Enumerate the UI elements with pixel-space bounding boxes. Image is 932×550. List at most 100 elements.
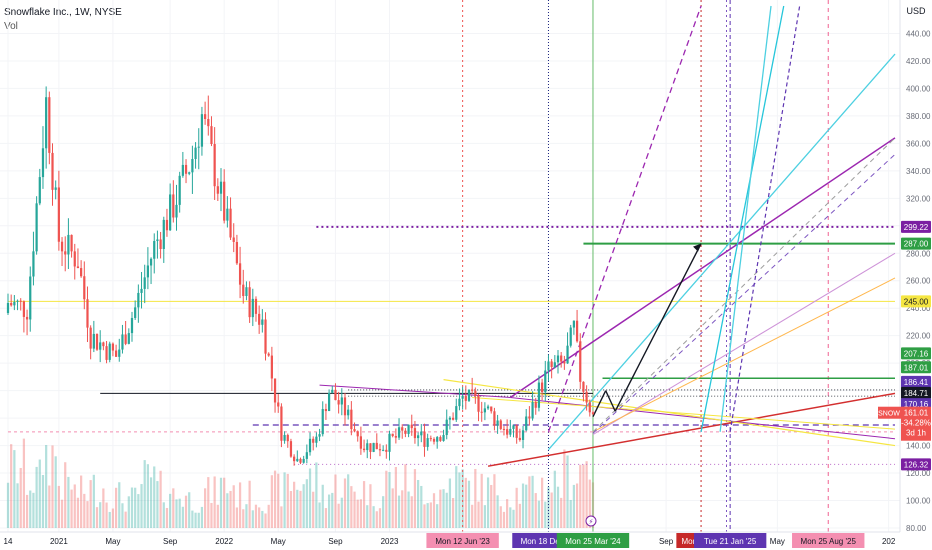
candle bbox=[92, 333, 95, 349]
volume-bar bbox=[235, 507, 239, 528]
volume-bar bbox=[423, 504, 426, 528]
volume-bar bbox=[245, 504, 248, 528]
candle bbox=[302, 458, 305, 463]
candle bbox=[401, 427, 404, 431]
volume-bar bbox=[353, 491, 356, 528]
volume-bar bbox=[67, 476, 70, 528]
x-tick-label: May bbox=[770, 537, 785, 546]
volume-bar bbox=[321, 484, 324, 528]
candle bbox=[308, 438, 312, 453]
volume-bar bbox=[48, 485, 51, 528]
candle bbox=[420, 431, 423, 436]
volume-bar bbox=[315, 462, 318, 528]
volume-bar bbox=[331, 492, 334, 528]
candle bbox=[312, 438, 315, 443]
volume-bar bbox=[496, 495, 499, 528]
volume-bar bbox=[226, 493, 229, 528]
candle bbox=[579, 341, 582, 382]
candle bbox=[29, 276, 32, 320]
volume-bar bbox=[89, 480, 92, 528]
candle bbox=[362, 448, 366, 451]
volume-bar bbox=[537, 500, 541, 528]
candle bbox=[540, 382, 544, 392]
volume-bar bbox=[134, 487, 137, 528]
candle bbox=[99, 342, 102, 350]
y-tick-label: 440.00 bbox=[906, 29, 931, 38]
candle bbox=[318, 434, 321, 437]
candle bbox=[54, 187, 57, 190]
price-tag: 207.16 bbox=[901, 347, 931, 360]
candle bbox=[506, 429, 509, 435]
candle bbox=[137, 292, 140, 308]
candles bbox=[6, 86, 595, 466]
volume-bar bbox=[203, 488, 207, 528]
volume-bar bbox=[64, 462, 67, 528]
volume-bar bbox=[544, 501, 547, 528]
y-tick-label: 340.00 bbox=[906, 167, 931, 176]
projection-path bbox=[605, 390, 616, 412]
y-tick-label: 140.00 bbox=[906, 442, 931, 451]
candle bbox=[143, 277, 146, 289]
chart-header: Snowflake Inc., 1W, NYSE Vol bbox=[4, 6, 122, 34]
volume-bar bbox=[509, 507, 512, 528]
lightning-icon: ⚡ bbox=[589, 518, 594, 526]
volume-bar bbox=[394, 466, 397, 528]
candle bbox=[496, 420, 499, 426]
volume-bar bbox=[283, 472, 286, 528]
volume-bar bbox=[280, 506, 283, 528]
volume-bar bbox=[366, 505, 369, 528]
candle bbox=[391, 433, 394, 437]
volume-bar bbox=[223, 477, 226, 528]
candle bbox=[197, 146, 200, 148]
y-tick-label: 420.00 bbox=[906, 57, 931, 66]
y-tick-label: 400.00 bbox=[906, 84, 931, 93]
date-tag: Tue 21 Jan '25 bbox=[693, 533, 767, 548]
candle bbox=[102, 342, 105, 347]
projection-path bbox=[614, 243, 702, 412]
volume-bar bbox=[277, 473, 280, 528]
candle bbox=[343, 397, 347, 416]
candle bbox=[455, 406, 458, 420]
volume-bar bbox=[238, 482, 242, 528]
candle bbox=[566, 345, 569, 364]
y-tick-label: 280.00 bbox=[906, 249, 931, 258]
volume-bar bbox=[521, 483, 525, 528]
volume-bar bbox=[324, 508, 328, 528]
volume-bar bbox=[73, 484, 76, 528]
candle bbox=[528, 416, 531, 419]
price-axis[interactable]: USD 80.00100.00120.00140.00160.00180.002… bbox=[899, 0, 932, 533]
candle bbox=[191, 158, 194, 173]
fan-gray-dashed bbox=[592, 137, 896, 433]
volume-bar bbox=[451, 498, 455, 528]
volume-bar bbox=[273, 470, 277, 528]
candle bbox=[486, 406, 490, 409]
volume-bar bbox=[175, 499, 178, 528]
candle bbox=[417, 435, 420, 439]
volume-bar bbox=[499, 506, 502, 528]
y-tick-label: 80.00 bbox=[906, 524, 927, 533]
volume-bar bbox=[111, 508, 115, 528]
volume-bar bbox=[149, 477, 153, 528]
fan-purple-light bbox=[592, 252, 896, 436]
candle bbox=[327, 392, 331, 412]
candle bbox=[178, 175, 181, 205]
candle bbox=[518, 437, 521, 440]
date-tag: Mon 25 Mar '24 bbox=[556, 533, 630, 548]
candle bbox=[493, 411, 496, 426]
volume-bar bbox=[455, 466, 458, 528]
line-yellow-b bbox=[472, 397, 896, 430]
candle bbox=[385, 449, 388, 452]
volume-bar bbox=[445, 492, 448, 528]
fan-cyan-a bbox=[547, 53, 896, 451]
candle bbox=[165, 219, 169, 231]
volume-bar bbox=[229, 490, 232, 528]
line-purple-b bbox=[510, 397, 896, 440]
volume-bar bbox=[369, 484, 372, 528]
candle bbox=[378, 449, 382, 451]
projection-path bbox=[592, 390, 607, 418]
candle bbox=[436, 437, 439, 442]
candle bbox=[404, 430, 407, 434]
candle bbox=[219, 181, 223, 194]
candle bbox=[451, 417, 455, 420]
